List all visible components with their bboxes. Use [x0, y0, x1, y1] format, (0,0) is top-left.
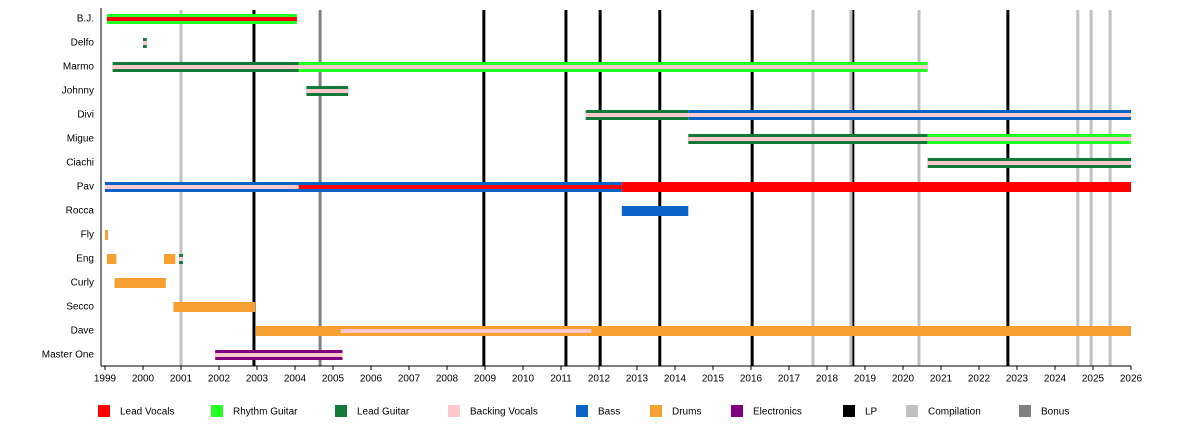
legend-swatch	[650, 405, 662, 417]
role-bar	[106, 17, 297, 21]
role-bar	[163, 254, 176, 264]
legend-swatch	[98, 405, 110, 417]
legend-swatch	[906, 405, 918, 417]
x-tick-label: 2010	[512, 374, 535, 385]
member-label: Delfo	[71, 38, 95, 49]
x-tick-label: 2000	[132, 374, 155, 385]
role-bar	[621, 182, 1131, 192]
member-label: Dave	[71, 326, 95, 337]
member-label: Pav	[77, 182, 94, 193]
role-bar	[105, 230, 109, 240]
x-tick-label: 2021	[930, 374, 953, 385]
x-tick-label: 2012	[588, 374, 611, 385]
legend-swatch	[448, 405, 460, 417]
legend-swatch	[211, 405, 223, 417]
role-bar	[179, 257, 183, 261]
member-label: Fly	[81, 230, 94, 241]
role-bar	[143, 41, 147, 45]
x-tick-label: 2013	[626, 374, 649, 385]
x-tick-label: 2005	[322, 374, 345, 385]
role-bar	[340, 329, 592, 333]
member-label: Curly	[71, 278, 94, 289]
x-tick-label: 2003	[246, 374, 269, 385]
legend-swatch	[335, 405, 347, 417]
legend: Lead Vocals Rhythm Guitar Lead Guitar Backi…	[98, 405, 1069, 418]
role-bar	[621, 206, 689, 216]
member-label: Divi	[77, 110, 94, 121]
role-bar	[688, 137, 1131, 141]
x-tick-label: 2025	[1082, 374, 1105, 385]
legend-swatch	[843, 405, 855, 417]
legend-label: Lead Vocals	[120, 407, 175, 418]
x-tick-label: 2008	[436, 374, 459, 385]
x-tick-label: 2018	[816, 374, 839, 385]
x-tick-label: 2006	[360, 374, 383, 385]
x-tick-label: 2009	[474, 374, 497, 385]
legend-swatch	[1019, 405, 1031, 417]
member-label: B.J.	[77, 14, 94, 25]
x-tick-label: 1999	[94, 374, 117, 385]
legend-label: Bass	[598, 407, 620, 418]
x-tick-label: 2024	[1044, 374, 1067, 385]
legend-label: Drums	[672, 407, 701, 418]
legend-label: Backing Vocals	[470, 407, 538, 418]
role-bar	[306, 89, 349, 93]
role-bar	[585, 113, 1131, 117]
legend-label: Rhythm Guitar	[233, 407, 298, 418]
x-tick-label: 2007	[398, 374, 421, 385]
legend-swatch	[576, 405, 588, 417]
member-label: Marmo	[63, 62, 95, 73]
role-bar	[298, 185, 622, 189]
role-bar	[106, 254, 117, 264]
member-label: Master One	[42, 350, 95, 361]
x-tick-label: 2015	[702, 374, 725, 385]
legend-swatch	[731, 405, 743, 417]
member-label: Eng	[76, 254, 94, 265]
x-tick-label: 2022	[968, 374, 991, 385]
role-bar	[112, 65, 928, 69]
legend-label: Compilation	[928, 407, 981, 418]
x-tick-label: 2017	[778, 374, 801, 385]
x-tick-label: 2016	[740, 374, 763, 385]
x-tick-label: 2023	[1006, 374, 1029, 385]
role-bar	[255, 326, 1132, 336]
role-bar	[173, 302, 256, 312]
member-label: Ciachi	[66, 158, 94, 169]
legend-label: LP	[865, 407, 878, 418]
x-tick-label: 2011	[550, 374, 572, 385]
role-bar	[105, 185, 299, 189]
role-bar	[114, 278, 166, 288]
member-label: Migue	[67, 134, 95, 145]
x-tick-label: 2002	[208, 374, 231, 385]
member-label: Johnny	[62, 86, 94, 97]
axes: B.J. Delfo Marmo Johnny Divi Migue Ciachi Pav Ro…	[42, 8, 1143, 385]
x-tick-label: 2026	[1120, 374, 1143, 385]
legend-label: Lead Guitar	[357, 407, 410, 418]
x-tick-label: 2001	[170, 374, 193, 385]
x-tick-label: 2014	[664, 374, 687, 385]
bars	[105, 14, 1132, 360]
role-bar	[215, 353, 343, 357]
legend-label: Bonus	[1041, 407, 1069, 418]
x-tick-label: 2020	[892, 374, 915, 385]
legend-label: Electronics	[753, 407, 802, 418]
x-tick-label: 2004	[284, 374, 307, 385]
x-tick-label: 2019	[854, 374, 877, 385]
role-bar	[927, 161, 1131, 165]
member-label: Secco	[66, 302, 94, 313]
member-label: Rocca	[66, 206, 95, 217]
